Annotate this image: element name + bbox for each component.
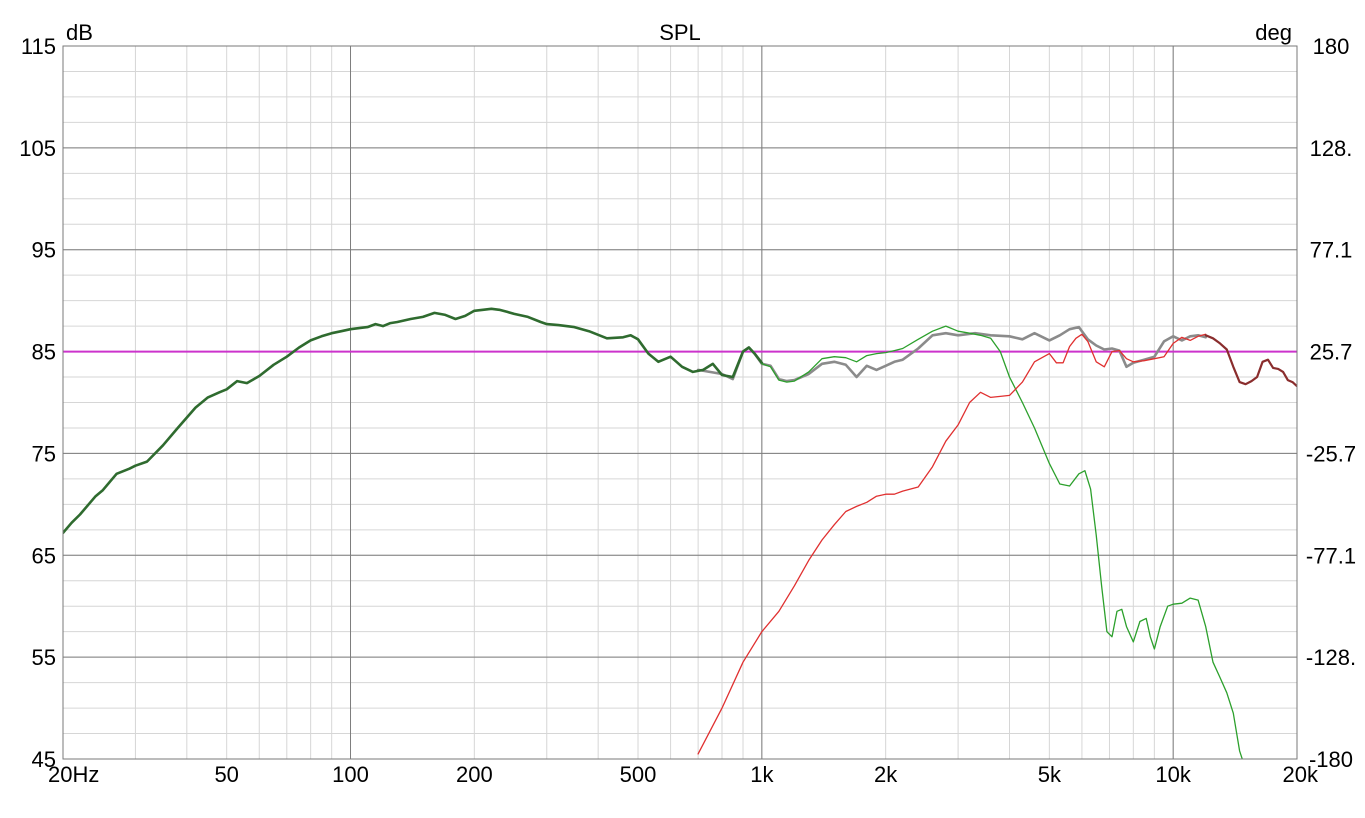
- chart-title: SPL: [659, 20, 701, 45]
- y-axis-left-label: dB: [66, 20, 93, 45]
- x-tick-label: 1k: [750, 762, 774, 787]
- y-tick-label: 45: [32, 747, 56, 772]
- plot-frame: [62, 45, 1298, 760]
- series-line-2: [63, 307, 764, 535]
- series-line-4: [697, 333, 1207, 755]
- y-tick-label: 75: [32, 441, 56, 466]
- x-tick-label: 50: [214, 762, 238, 787]
- x-axis-ticks: 20Hz 50 100 200 500 1k 2k 5k 10k 20k: [48, 762, 1319, 787]
- x-tick-label: 200: [456, 762, 493, 787]
- y2-tick-label: -128.: [1306, 645, 1356, 670]
- y2-tick-label: -180: [1309, 747, 1353, 772]
- series-line-3: [761, 325, 1243, 759]
- y-tick-label: 55: [32, 645, 56, 670]
- y2-tick-label: 25.7: [1310, 340, 1353, 365]
- x-tick-label: 5k: [1038, 762, 1062, 787]
- y2-tick-label: 128.: [1310, 136, 1353, 161]
- y-axis-right-ticks: 180 128. 77.1 25.7 -25.7 -77.1 -128. -180: [1306, 34, 1356, 772]
- x-tick-label: 20k: [1283, 762, 1319, 787]
- y2-tick-label: -77.1: [1306, 543, 1356, 568]
- series-layer: [63, 307, 1297, 759]
- y2-tick-label: 180: [1313, 34, 1350, 59]
- y-axis-left-ticks: 115 105 95 85 75 65 55 45: [19, 34, 56, 772]
- series-line-5: [1204, 334, 1297, 388]
- y-axis-right-label: deg: [1255, 20, 1292, 45]
- x-tick-label: 100: [332, 762, 369, 787]
- y-tick-label: 105: [19, 136, 56, 161]
- x-tick-label: 500: [620, 762, 657, 787]
- x-tick-label: 2k: [874, 762, 898, 787]
- y-tick-label: 115: [21, 34, 56, 59]
- x-tick-label: 20Hz: [48, 762, 99, 787]
- y2-tick-label: 77.1: [1310, 238, 1353, 263]
- x-tick-label: 10k: [1155, 762, 1191, 787]
- y-tick-label: 85: [32, 340, 56, 365]
- y-tick-label: 95: [32, 238, 56, 263]
- y2-tick-label: -25.7: [1306, 441, 1356, 466]
- y-tick-label: 65: [32, 543, 56, 568]
